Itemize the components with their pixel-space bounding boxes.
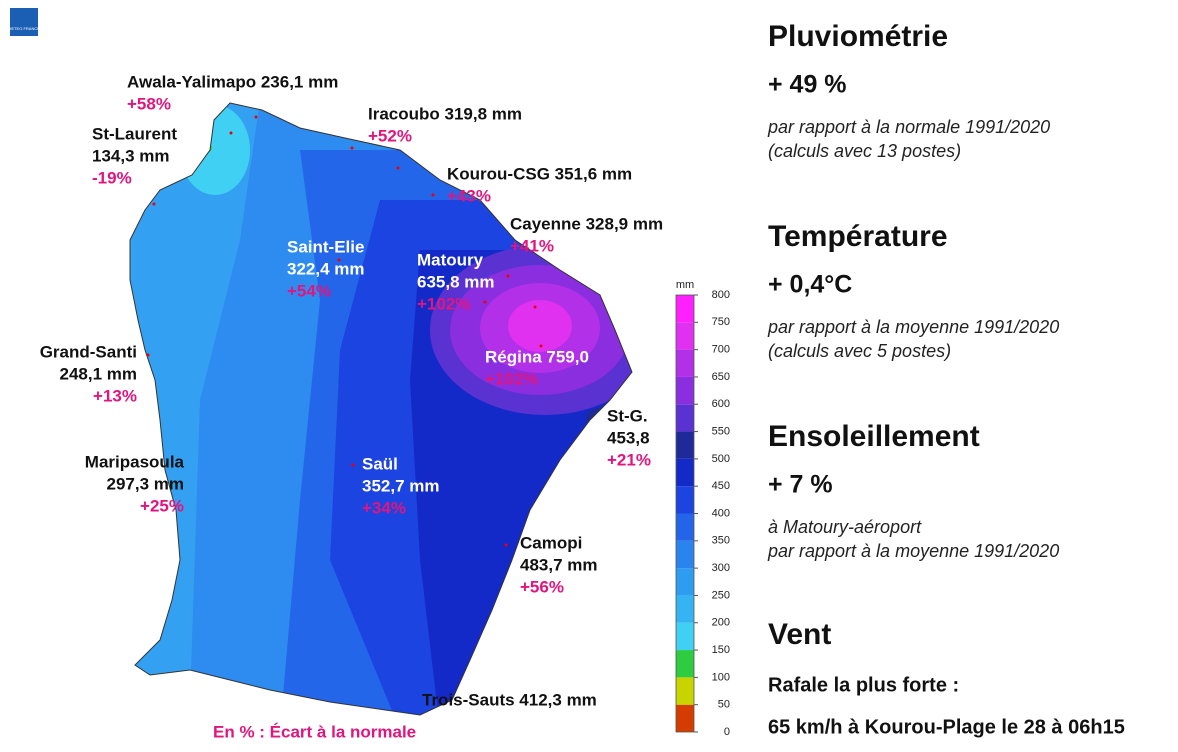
map-note: En % : Écart à la normale <box>213 722 416 741</box>
colorbar-tick-label: 300 <box>712 562 730 574</box>
panel-note: par rapport à la normale 1991/2020 <box>767 117 1050 137</box>
station-anomaly: +25% <box>140 496 184 515</box>
logo <box>10 8 38 36</box>
panel-note: à Matoury-aéroport <box>768 517 922 537</box>
panel-note: (calculs avec 5 postes) <box>768 341 951 361</box>
colorbar-tick-label: 500 <box>712 453 730 465</box>
station-anomaly: +34% <box>362 498 406 517</box>
colorbar-tick-label: 700 <box>712 344 730 356</box>
colorbar-tick-label: 550 <box>712 425 730 437</box>
logo-text: METEO FRANCE <box>8 26 40 31</box>
station-dots <box>146 115 543 547</box>
station-label: Trois-Sauts 412,3 mm <box>422 690 597 709</box>
colorbar-tick-label: 200 <box>712 617 730 629</box>
colorbar-band <box>676 349 694 377</box>
station-anomaly: +43% <box>447 186 491 205</box>
colorbar-tick-label: 250 <box>712 589 730 601</box>
station-label: 635,8 mm <box>417 272 495 291</box>
colorbar-band <box>676 295 694 323</box>
station-anomaly: +52% <box>368 126 412 145</box>
station-label: Grand-Santi <box>40 342 137 361</box>
colorbar-band <box>676 568 694 596</box>
panel-title: Température <box>768 220 948 253</box>
colorbar-tick-label: 400 <box>712 507 730 519</box>
station-label: 322,4 mm <box>287 259 365 278</box>
panel-note: par rapport à la moyenne 1991/2020 <box>767 541 1059 561</box>
colorbar-tick-label: 50 <box>718 699 730 711</box>
station-anomaly: +54% <box>287 281 331 300</box>
station-anomaly: +56% <box>520 577 564 596</box>
station-anomaly: -19% <box>92 168 132 187</box>
colorbar-band <box>676 622 694 651</box>
station-label: St-Laurent <box>92 124 177 143</box>
station-label: St-G. <box>607 406 648 425</box>
panel-title: Vent <box>768 618 831 651</box>
colorbar-band <box>676 704 694 732</box>
station-label: 134,3 mm <box>92 146 170 165</box>
station-label: Maripasoula <box>85 452 185 471</box>
station-anomaly: +102% <box>485 369 538 388</box>
station-anomaly: +41% <box>510 236 554 255</box>
station-anomaly: +58% <box>127 94 171 113</box>
panel-line: 65 km/h à Kourou-Plage le 28 à 06h15 <box>768 716 1125 738</box>
colorbar-band <box>676 595 694 623</box>
colorbar-tick-label: 100 <box>712 671 730 683</box>
panel-title: Pluviométrie <box>768 20 948 53</box>
colorbar-band <box>676 458 694 487</box>
panel-value: + 49 % <box>768 71 847 99</box>
panel-title: Ensoleillement <box>768 420 980 453</box>
colorbar-band <box>676 486 694 514</box>
colorbar-unit: mm <box>676 279 694 291</box>
colorbar-tick-label: 150 <box>712 644 730 656</box>
colorbar-tick-label: 800 <box>712 289 730 301</box>
station-label: 297,3 mm <box>107 474 185 493</box>
station-label: 483,7 mm <box>520 555 598 574</box>
station-anomaly: +102% <box>417 294 470 313</box>
colorbar-tick-label: 450 <box>712 480 730 492</box>
colorbar-band <box>676 650 694 678</box>
station-anomaly: +21% <box>607 450 651 469</box>
colorbar-band <box>676 677 694 705</box>
station-label: 453,8 <box>607 428 650 447</box>
panel-value: + 0,4°C <box>768 271 852 299</box>
colorbar-tick-label: 650 <box>712 371 730 383</box>
panel-note: par rapport à la moyenne 1991/2020 <box>767 317 1059 337</box>
station-label: Iracoubo 319,8 mm <box>368 104 522 123</box>
station-label: Cayenne 328,9 mm <box>510 214 663 233</box>
colorbar-band <box>676 540 694 569</box>
station-label: Régina 759,0 <box>485 347 589 366</box>
panel-value: + 7 % <box>768 471 833 499</box>
colorbar-tick-label: 600 <box>712 398 730 410</box>
station-anomaly: +13% <box>93 386 137 405</box>
panel-note: (calculs avec 13 postes) <box>768 141 961 161</box>
station-label: Camopi <box>520 533 582 552</box>
station-label: Awala-Yalimapo 236,1 mm <box>127 72 338 91</box>
rain-map <box>130 103 632 715</box>
colorbar-band <box>676 404 694 432</box>
colorbar-band <box>676 322 694 350</box>
panel-line: Rafale la plus forte : <box>768 674 959 696</box>
station-label: Saint-Elie <box>287 237 364 256</box>
station-label: Saül <box>362 454 398 473</box>
station-label: Matoury <box>417 250 484 269</box>
colorbar-tick-label: 350 <box>712 535 730 547</box>
colorbar-tick-label: 750 <box>712 316 730 328</box>
station-label: 248,1 mm <box>60 364 138 383</box>
colorbar-band <box>676 513 694 541</box>
station-label: 352,7 mm <box>362 476 440 495</box>
colorbar-band <box>676 376 694 405</box>
station-label: Kourou-CSG 351,6 mm <box>447 164 632 183</box>
colorbar-tick-label: 0 <box>724 726 730 738</box>
colorbar-band <box>676 431 694 459</box>
